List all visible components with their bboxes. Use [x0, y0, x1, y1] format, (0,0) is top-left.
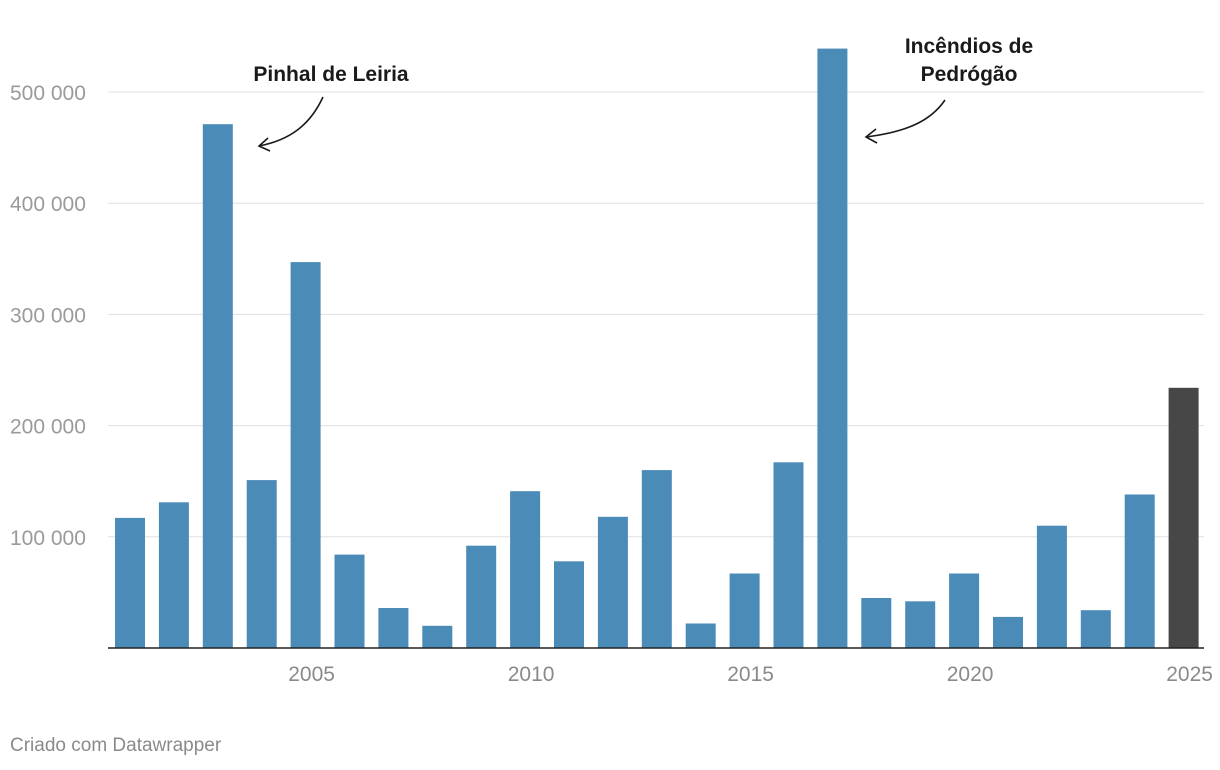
gridlines: [108, 91, 1204, 538]
bar-2004: [246, 480, 277, 648]
bar-2023: [1080, 610, 1111, 648]
bar-2010: [510, 491, 541, 648]
y-tick-label: 300 000: [10, 304, 86, 327]
annotation-arrow-pedrogao: [865, 99, 946, 138]
bar-2013: [641, 470, 672, 648]
bar-2011: [554, 561, 584, 648]
x-tick-label: 2015: [727, 663, 774, 686]
bars: [115, 48, 1199, 649]
y-axis-tick-labels: 100 000 200 000 300 000 400 000 500 000: [10, 82, 86, 550]
bar-2021: [993, 616, 1023, 648]
bar-2014: [685, 623, 716, 648]
annotation-arrowhead-pedrogao: [864, 128, 878, 144]
annotation-arrowhead-pinhal: [257, 137, 271, 152]
bar-2009: [466, 545, 497, 648]
bar-2006: [334, 554, 365, 648]
bar-2015: [729, 573, 760, 648]
annotation-arrow-pinhal: [258, 96, 324, 147]
x-tick-label: 2010: [508, 663, 555, 686]
x-tick-label: 2005: [288, 663, 335, 686]
bar-2025: [1168, 387, 1199, 648]
y-tick-label: 400 000: [10, 193, 86, 216]
bar-2016: [773, 462, 804, 648]
y-tick-label: 500 000: [10, 82, 86, 105]
x-tick-label: 2025: [1166, 663, 1213, 686]
bar-2020: [949, 573, 980, 648]
y-tick-label: 100 000: [10, 527, 86, 550]
x-tick-label: 2020: [947, 663, 994, 686]
annotations: Pinhal de Leiria Incêndios de Pedrógão: [253, 35, 1033, 152]
bar-2017: [817, 48, 848, 649]
bar-2024: [1124, 494, 1155, 648]
bar-2019: [905, 601, 936, 648]
bar-2007: [378, 608, 409, 648]
bar-2003: [202, 124, 233, 648]
bar-2001: [115, 517, 145, 648]
y-tick-label: 200 000: [10, 416, 86, 439]
bar-2012: [597, 516, 628, 648]
credit-text: Criado com Datawrapper: [10, 735, 222, 756]
annotation-pinhal-de-leiria: Pinhal de Leiria: [253, 63, 409, 86]
bar-2022: [1036, 525, 1067, 648]
x-axis-tick-labels: 2005 2010 2015 2020 2025: [288, 663, 1213, 686]
bar-2002: [158, 502, 189, 648]
annotation-incendios-de-pedrogao: Incêndios de Pedrógão: [905, 35, 1033, 86]
bar-2005: [290, 262, 321, 648]
bar-2018: [861, 598, 892, 648]
bar-2008: [422, 625, 453, 648]
